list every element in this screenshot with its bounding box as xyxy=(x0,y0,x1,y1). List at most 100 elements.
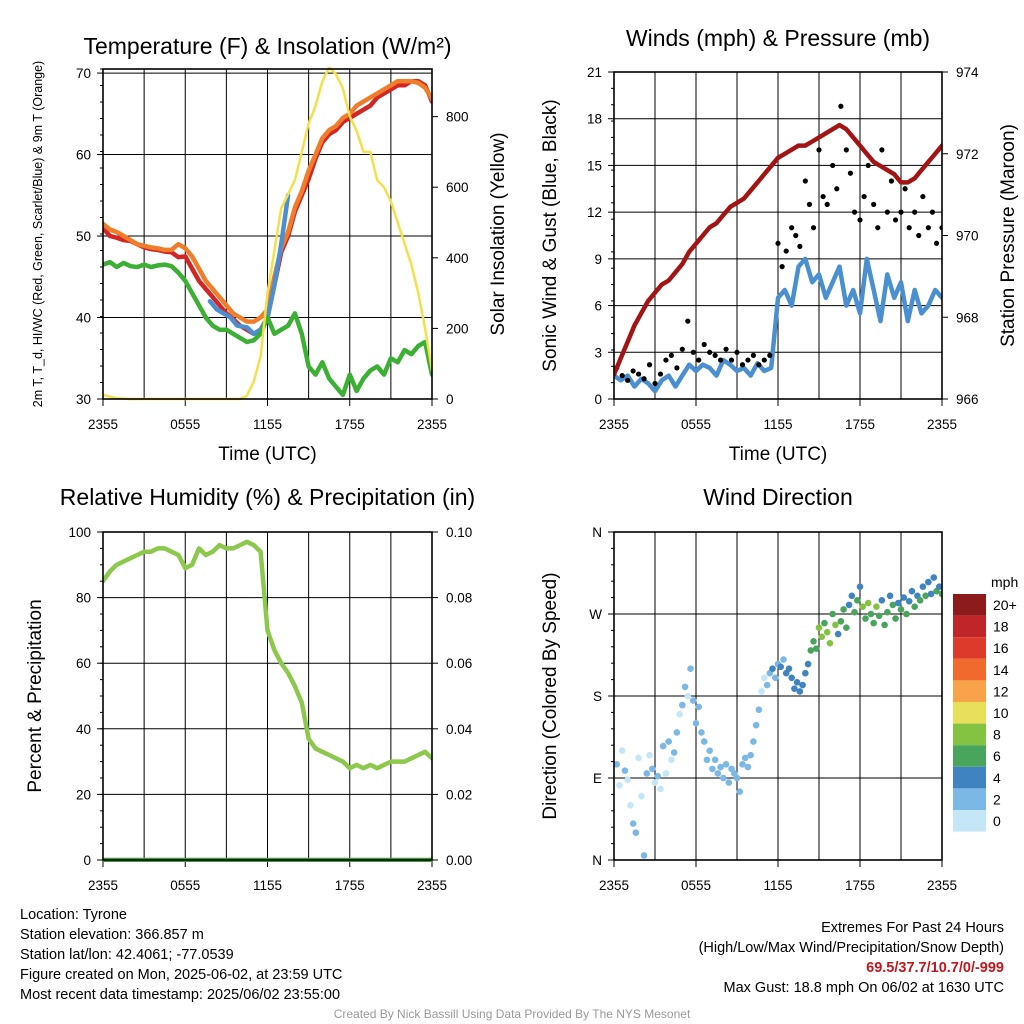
x-tick-label: 0555 xyxy=(681,878,711,893)
legend-swatch xyxy=(953,788,986,810)
direction-point xyxy=(875,612,883,620)
x-tick-label: 2355 xyxy=(599,878,629,893)
recent-timestamp: Most recent data timestamp: 2025/06/02 2… xyxy=(20,987,341,1003)
y-tick-label-left: 0 xyxy=(83,853,91,868)
direction-point xyxy=(668,756,675,764)
direction-point xyxy=(643,770,651,777)
direction-point xyxy=(780,656,787,663)
direction-point xyxy=(736,788,744,795)
direction-point xyxy=(638,792,645,800)
direction-point xyxy=(676,710,683,718)
direction-point xyxy=(837,617,845,625)
panel-2: Relative Humidity (%) & Precipitation (i… xyxy=(25,484,475,893)
direction-point xyxy=(812,645,820,652)
x-tick-label: 1155 xyxy=(253,878,282,893)
direction-point xyxy=(706,747,713,754)
gust-point xyxy=(718,357,724,363)
x-tick-label: 0555 xyxy=(681,417,711,432)
plot-frame xyxy=(613,531,943,861)
legend-swatch xyxy=(953,658,986,681)
gust-point xyxy=(793,232,799,239)
gust-point xyxy=(902,186,908,192)
direction-point xyxy=(725,779,733,786)
station-location: Location: Tyrone xyxy=(20,907,127,923)
direction-point xyxy=(870,619,877,627)
y-tick-label-left: 100 xyxy=(68,525,91,540)
direction-point xyxy=(911,603,918,611)
gust-point xyxy=(820,193,826,200)
direction-point xyxy=(856,583,864,590)
y-tick-label-left: 3 xyxy=(594,345,602,360)
legend-label: 16 xyxy=(993,640,1009,656)
direction-point xyxy=(843,624,850,631)
legend-swatch xyxy=(953,637,986,659)
direction-point xyxy=(755,706,763,713)
direction-point xyxy=(700,738,708,745)
direction-point xyxy=(689,697,697,704)
direction-point xyxy=(741,754,749,762)
direction-point xyxy=(733,774,741,782)
legend-label: 4 xyxy=(993,770,1001,786)
direction-point xyxy=(654,772,662,780)
direction-point xyxy=(618,747,626,754)
direction-point xyxy=(938,590,942,598)
gust-point xyxy=(701,341,707,348)
y-tick-label-left: 80 xyxy=(76,591,91,606)
x-tick-label: 2355 xyxy=(599,417,629,432)
direction-point xyxy=(614,761,621,768)
direction-point xyxy=(777,663,785,671)
gust-point xyxy=(783,248,789,254)
direction-point xyxy=(826,639,834,647)
direction-point xyxy=(651,779,659,786)
plot-frame xyxy=(102,68,433,400)
legend-swatch xyxy=(953,745,986,767)
direction-point xyxy=(659,742,667,750)
y-tick-label-left: 12 xyxy=(587,205,602,220)
direction-point xyxy=(802,669,809,677)
series-line-hi-wc xyxy=(207,193,291,337)
direction-point xyxy=(859,603,867,611)
x-axis-label: Time (UTC) xyxy=(218,444,317,465)
extremes-panel: Extremes For Past 24 Hours (High/Low/Max… xyxy=(699,918,1004,998)
direction-point xyxy=(717,763,724,771)
max-gust: Max Gust: 18.8 mph On 06/02 at 1630 UTC xyxy=(723,980,1004,996)
y-axis-label-right: Station Pressure (Maroon) xyxy=(998,124,1019,347)
direction-point xyxy=(632,829,640,836)
gust-point xyxy=(843,147,849,153)
series-line-dewpoint xyxy=(103,259,432,398)
legend-label: 18 xyxy=(993,619,1009,635)
station-info: Location: Tyrone Station elevation: 366.… xyxy=(20,905,342,1005)
y-tick-label-left: W xyxy=(589,607,602,622)
y-tick-label-left: 40 xyxy=(76,722,91,737)
direction-point xyxy=(845,601,853,609)
y-tick-label-left: 6 xyxy=(594,299,602,314)
x-tick-label: 1155 xyxy=(763,417,792,432)
y-tick-label-left: S xyxy=(593,689,602,704)
direction-point xyxy=(695,703,703,711)
extremes-subtitle: (High/Low/Max Wind/Precipitation/Snow De… xyxy=(698,940,1004,956)
gust-point xyxy=(674,365,680,371)
direction-point xyxy=(747,751,754,759)
gust-point xyxy=(933,240,940,246)
y-tick-label-left: E xyxy=(593,771,602,786)
y-tick-label-left: 20 xyxy=(76,787,91,802)
y-tick-label-left: 9 xyxy=(594,252,602,267)
y-tick-label-left: 60 xyxy=(76,656,91,671)
direction-point xyxy=(823,628,831,636)
gust-point xyxy=(851,209,858,215)
gust-point xyxy=(925,225,931,231)
gust-point xyxy=(857,217,863,223)
gust-point xyxy=(657,371,664,377)
y-axis-label-left: Sonic Wind & Gust (Blue, Black) xyxy=(540,99,561,371)
gust-point xyxy=(679,346,685,352)
direction-point xyxy=(761,674,768,682)
direction-point xyxy=(648,765,656,773)
gust-point xyxy=(865,162,871,169)
y-tick-label-right: 0.06 xyxy=(446,656,472,671)
direction-point xyxy=(935,583,942,590)
direction-point xyxy=(698,729,705,736)
direction-point xyxy=(793,679,801,686)
direction-point xyxy=(834,630,842,638)
direction-point xyxy=(927,590,935,598)
legend-swatch xyxy=(953,766,986,789)
